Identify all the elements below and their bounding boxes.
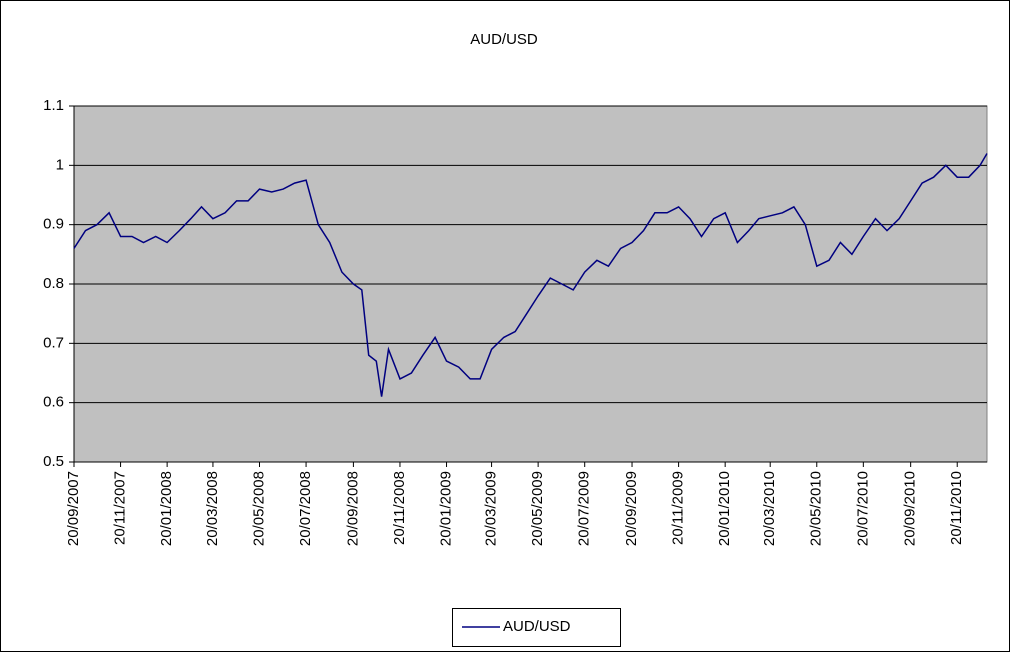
y-tick-label: 0.6 [43, 394, 64, 411]
y-tick-label: 1 [56, 156, 64, 173]
y-tick-label: 0.9 [43, 216, 64, 233]
x-tick-label: 20/03/2008 [204, 471, 221, 546]
x-tick-label: 20/05/2008 [250, 471, 267, 546]
chart-title: AUD/USD [470, 31, 538, 48]
x-tick-label: 20/07/2008 [297, 471, 314, 546]
x-tick-label: 20/09/2009 [623, 471, 640, 546]
y-tick-label: 1.1 [43, 97, 64, 114]
x-tick-label: 20/01/2008 [158, 471, 175, 546]
x-tick-label: 20/07/2009 [576, 471, 593, 546]
legend-label: AUD/USD [503, 618, 571, 635]
x-tick-label: 20/03/2009 [483, 471, 500, 546]
x-tick-label: 20/05/2009 [529, 471, 546, 546]
x-tick-label: 20/07/2010 [854, 471, 871, 546]
x-tick-label: 20/01/2010 [716, 471, 733, 546]
x-tick-label: 20/11/2008 [391, 471, 408, 545]
y-tick-label: 0.7 [43, 334, 64, 351]
x-tick-label: 20/09/2008 [344, 471, 361, 546]
x-tick-label: 20/11/2007 [112, 471, 129, 545]
x-tick-label: 20/05/2010 [808, 471, 825, 546]
y-tick-label: 0.5 [43, 453, 64, 470]
x-tick-label: 20/11/2010 [948, 471, 965, 545]
x-tick-label: 20/09/2010 [902, 471, 919, 546]
x-tick-label: 20/01/2009 [437, 471, 454, 546]
x-tick-label: 20/09/2007 [65, 471, 82, 546]
x-tick-label: 20/11/2009 [670, 471, 687, 545]
line-series [73, 153, 988, 397]
y-tick-label: 0.8 [43, 275, 64, 292]
x-tick-label: 20/03/2010 [761, 471, 778, 546]
